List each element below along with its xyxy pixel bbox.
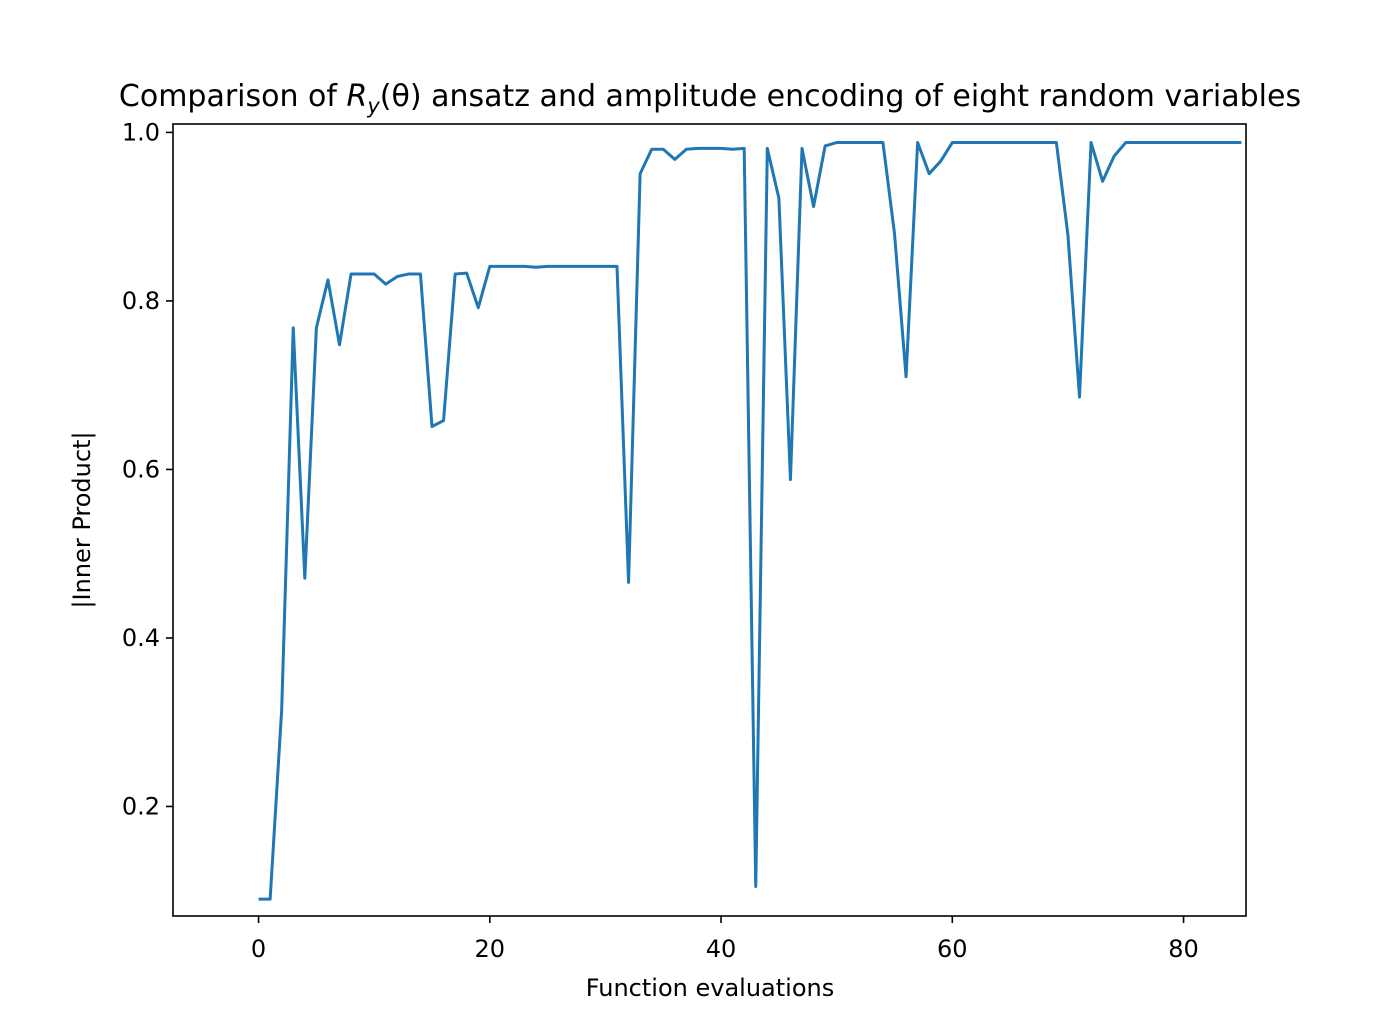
x-tick-label: 20 bbox=[475, 935, 506, 963]
plot-area-frame bbox=[172, 123, 1247, 917]
y-tick-label: 1.0 bbox=[122, 118, 160, 146]
x-tick-label: 0 bbox=[251, 935, 266, 963]
x-tick-label: 80 bbox=[1168, 935, 1199, 963]
x-axis: 0 20 40 60 80 bbox=[251, 916, 1199, 963]
x-axis-label: Function evaluations bbox=[586, 974, 834, 1002]
y-tick-label: 0.6 bbox=[122, 455, 160, 483]
x-tick-label: 60 bbox=[937, 935, 968, 963]
x-tick-label: 40 bbox=[706, 935, 737, 963]
y-axis: 0.2 0.4 0.6 0.8 1.0 bbox=[122, 118, 173, 820]
y-tick-label: 0.4 bbox=[122, 624, 160, 652]
chart-title: Comparison of Ry(θ) ansatz and amplitude… bbox=[119, 79, 1301, 118]
series-line-0 bbox=[258, 141, 1242, 901]
y-tick-label: 0.8 bbox=[122, 287, 160, 315]
y-tick-label: 0.2 bbox=[122, 792, 160, 820]
y-axis-label: |Inner Product| bbox=[68, 431, 96, 608]
series-layer bbox=[258, 141, 1242, 901]
